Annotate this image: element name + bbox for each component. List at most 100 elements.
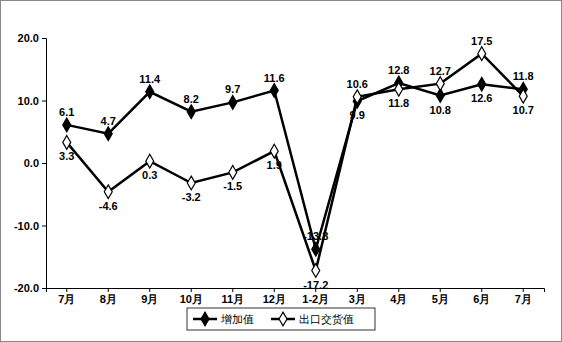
x-tick: 4月: [390, 288, 407, 305]
data-label: -4.6: [99, 200, 118, 212]
data-label: 11.6: [264, 72, 285, 84]
marker: [229, 95, 237, 109]
data-label: 11.4: [139, 73, 161, 85]
y-axis-line: [42, 39, 47, 289]
data-label: 0.3: [142, 169, 157, 181]
marker: [146, 85, 154, 99]
y-axis: -20.0 -10.0 0.0 10.0 20.0: [14, 32, 47, 294]
marker: [187, 176, 195, 190]
x-tick-label: 4月: [390, 293, 407, 305]
data-labels: 6.1 4.7 11.4 8.2 9.7 11.6 -13.8 9.9 12.8 10.8 12.6…: [59, 35, 534, 291]
x-tick-label: 8月: [100, 293, 117, 305]
data-label: 3.3: [59, 150, 74, 162]
data-label: 12.8: [388, 64, 409, 76]
x-tick: 1-2月: [302, 288, 329, 305]
marker: [519, 89, 527, 103]
marker: [229, 165, 237, 179]
marker: [187, 105, 195, 119]
x-tick-mark: [481, 288, 482, 292]
x-axis: 7月 8月 9月 10月 11月 12月 1-2月 3月 4月 5月 6月 7月: [47, 288, 545, 305]
x-tick: 11月: [221, 288, 244, 305]
chart: -20.0 -10.0 0.0 10.0 20.0 7月 8月 9月 10月 11月 12月 1-2月…: [0, 0, 562, 342]
data-label: 10.8: [430, 104, 451, 116]
x-tick-mark: [357, 288, 358, 292]
marker: [312, 264, 320, 278]
y-tick-mark: [42, 38, 46, 39]
data-label: -3.2: [182, 191, 201, 203]
series-line: [67, 83, 524, 249]
series-line: [67, 54, 524, 271]
marker: [104, 185, 112, 199]
x-tick: 3月: [349, 288, 366, 305]
legend-marker: [201, 312, 209, 326]
x-tick-mark: [440, 288, 441, 292]
y-tick: 0.0: [24, 157, 46, 169]
marker: [478, 47, 486, 61]
x-tick: 7月: [515, 288, 532, 305]
x-tick-label: 12月: [263, 293, 286, 305]
marker: [436, 77, 444, 91]
data-label: -1.5: [223, 180, 242, 192]
x-tick-mark: [232, 288, 233, 292]
legend-marker: [279, 312, 287, 326]
y-tick-label: -10.0: [14, 220, 39, 232]
x-tick-mark: [108, 288, 109, 292]
x-tick-label: 1-2月: [302, 293, 329, 305]
data-label: 8.2: [184, 93, 199, 105]
marker: [395, 82, 403, 96]
x-tick-mark: [274, 288, 275, 292]
x-tick-label: 9月: [141, 293, 158, 305]
marker: [478, 77, 486, 91]
x-tick-label: 6月: [473, 293, 490, 305]
data-label: 4.7: [101, 115, 116, 127]
y-tick-label: 0.0: [24, 157, 39, 169]
data-label: 12.7: [430, 65, 451, 77]
x-tick-mark: [149, 288, 150, 292]
frame: [1, 1, 562, 342]
x-tick: 7月: [58, 288, 75, 305]
y-tick-label: 10.0: [18, 95, 39, 107]
y-tick-mark: [42, 288, 46, 289]
marker: [353, 90, 361, 104]
y-tick-label: 20.0: [18, 32, 39, 44]
y-tick: 20.0: [18, 32, 46, 44]
legend-label: 出口交货值: [299, 313, 354, 325]
x-tick-label: 10月: [180, 293, 203, 305]
marker: [146, 154, 154, 168]
y-tick-label: -20.0: [14, 282, 39, 294]
marker: [104, 127, 112, 141]
marker: [312, 242, 320, 256]
marker: [270, 84, 278, 98]
data-label: 6.1: [59, 106, 74, 118]
data-label: 10.7: [513, 104, 534, 116]
x-tick-mark: [66, 288, 67, 292]
x-tick: 6月: [473, 288, 490, 305]
x-tick-label: 7月: [58, 293, 75, 305]
data-label: 9.7: [225, 83, 240, 95]
y-tick-mark: [42, 226, 46, 227]
x-tick-mark: [523, 288, 524, 292]
x-tick: 10月: [180, 288, 203, 305]
x-tick-label: 3月: [349, 293, 366, 305]
data-label: 9.9: [350, 109, 365, 121]
marker: [63, 135, 71, 149]
x-tick: 12月: [263, 288, 286, 305]
data-label: 11.8: [388, 97, 409, 109]
x-tick-label: 7月: [515, 293, 532, 305]
data-label: -17.2: [303, 279, 328, 291]
data-label: 12.6: [471, 92, 492, 104]
x-tick: 8月: [100, 288, 117, 305]
y-tick: 10.0: [18, 95, 46, 107]
data-label: -13.8: [303, 230, 328, 242]
marker: [270, 144, 278, 158]
data-label: 10.6: [347, 78, 368, 90]
x-tick-mark: [191, 288, 192, 292]
y-tick-mark: [42, 101, 46, 102]
legend-item: 增加值: [193, 312, 254, 326]
marks: [63, 47, 527, 278]
x-tick-label: 5月: [432, 293, 449, 305]
legend-box: [187, 308, 375, 330]
x-axis-line: [47, 289, 545, 293]
legend-label: 增加值: [220, 313, 254, 325]
x-tick: 5月: [432, 288, 449, 305]
